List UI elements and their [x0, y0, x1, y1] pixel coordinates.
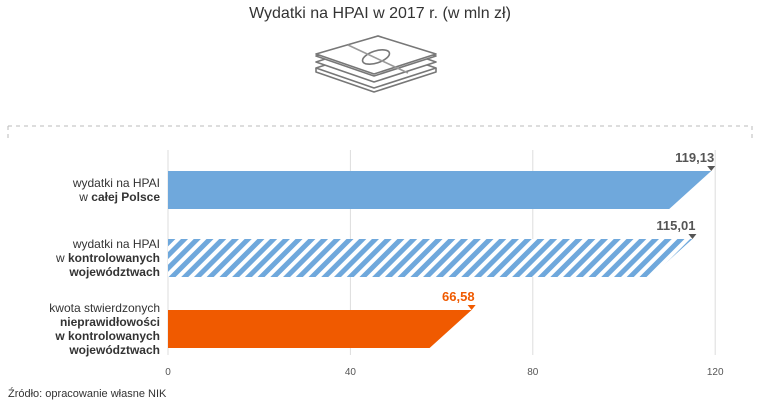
category-label-text: kwota stwierdzonych [49, 301, 160, 315]
data-label: 115,01 [656, 218, 695, 233]
value-marker [467, 305, 476, 310]
money-stack-icon [315, 35, 437, 93]
category-label-text: kontrolowanych [68, 251, 160, 265]
category-label-prefix: w [55, 251, 68, 265]
x-tick-label: 80 [527, 367, 539, 378]
category-label-line: województwach [68, 343, 160, 357]
x-tick-label: 120 [707, 367, 724, 378]
category-label-text: nieprawidłowości [60, 315, 160, 329]
source-note: Źródło: opracowanie własne NIK [8, 388, 167, 400]
x-tick-label: 0 [165, 367, 171, 378]
category-label-text: wydatki na HPAI [72, 176, 160, 190]
category-label-line: kwota stwierdzonych [49, 301, 160, 315]
category-label-text: województwach [68, 265, 160, 279]
value-marker [707, 166, 716, 171]
category-label-line: w kontrolowanych [55, 251, 160, 265]
chart-title: Wydatki na HPAI w 2017 r. (w mln zł) [249, 5, 511, 22]
category-label-line: województwach [68, 265, 160, 279]
data-label: 66,58 [442, 289, 475, 304]
bar-1 [168, 171, 712, 209]
bar-2 [168, 239, 693, 277]
category-label-text: województwach [68, 343, 160, 357]
category-label-line: w kontrolowanych [54, 329, 160, 343]
category-label-text: całej Polsce [91, 190, 160, 204]
category-label-prefix: w [78, 190, 91, 204]
category-label-line: wydatki na HPAI [72, 237, 160, 251]
category-label-line: w całej Polsce [78, 190, 160, 204]
category-label-line: wydatki na HPAI [72, 176, 160, 190]
x-tick-label: 40 [345, 367, 357, 378]
category-label-line: nieprawidłowości [60, 315, 160, 329]
category-label-text: w kontrolowanych [54, 329, 160, 343]
value-marker [688, 234, 697, 239]
data-label: 119,13 [675, 150, 714, 165]
category-label-text: wydatki na HPAI [72, 237, 160, 251]
bar-3 [168, 310, 472, 348]
